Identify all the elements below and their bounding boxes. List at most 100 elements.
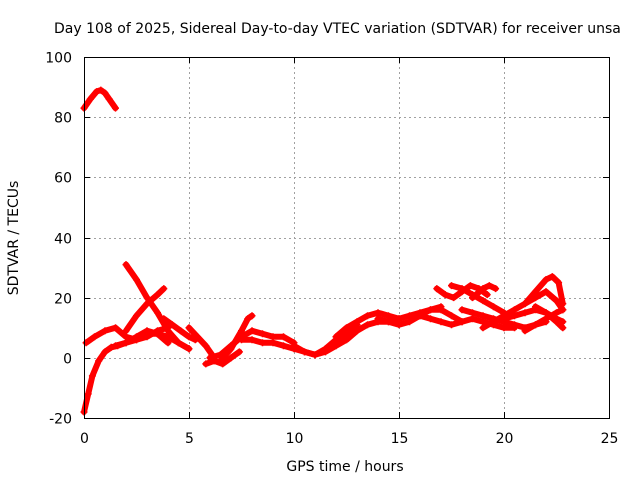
data-point <box>364 321 371 329</box>
data-point <box>122 339 130 347</box>
data-point <box>93 88 101 96</box>
series-arc-25 <box>532 303 567 332</box>
data-point <box>441 291 449 299</box>
data-point <box>301 348 308 356</box>
y-tick-label: 40 <box>54 232 72 248</box>
data-point <box>227 345 235 353</box>
data-point <box>280 333 287 341</box>
data-point <box>248 327 256 335</box>
series-arc-7 <box>160 315 199 344</box>
data-point <box>168 321 176 329</box>
series-arc-6 <box>122 285 168 335</box>
data-point <box>86 95 94 103</box>
data-point <box>95 357 103 365</box>
data-point <box>248 336 256 344</box>
data-point <box>202 360 210 368</box>
data-point <box>164 339 172 347</box>
data-point <box>122 333 130 341</box>
data-point <box>559 306 567 314</box>
data-point <box>112 324 119 332</box>
data-point <box>483 291 491 299</box>
data-point <box>259 330 266 338</box>
grid-lines <box>84 57 609 418</box>
data-point <box>458 285 466 293</box>
data-point <box>248 312 256 320</box>
data-point <box>238 327 245 335</box>
data-point <box>154 330 161 338</box>
data-point <box>143 327 151 335</box>
series-arc-1 <box>80 86 119 112</box>
data-point <box>500 315 508 323</box>
data-point <box>332 342 340 350</box>
data-point <box>374 309 382 317</box>
data-point <box>553 309 560 317</box>
data-point <box>353 327 361 335</box>
x-tick-label: 5 <box>185 431 194 447</box>
data-point <box>112 104 119 112</box>
data-point <box>416 312 424 320</box>
data-point <box>437 318 445 326</box>
data-point <box>322 348 329 356</box>
data-point <box>469 309 476 317</box>
axis-ticks <box>84 57 610 419</box>
y-tick-label: 20 <box>54 292 72 308</box>
data-point <box>235 348 243 356</box>
data-point <box>511 321 518 329</box>
y-tick-label: 60 <box>54 171 72 187</box>
data-point <box>427 315 434 323</box>
data-point <box>154 309 161 317</box>
data-point <box>548 273 556 281</box>
data-point <box>101 348 109 356</box>
data-point <box>559 300 567 308</box>
data-point <box>395 321 403 329</box>
y-tick-labels: -20 0 20 40 60 80 100 <box>45 51 72 428</box>
x-axis-label: GPS time / hours <box>286 459 403 475</box>
data-point <box>244 315 252 323</box>
data-point <box>122 261 130 269</box>
data-point <box>217 357 224 365</box>
data-point <box>185 324 193 332</box>
data-point <box>532 288 539 296</box>
data-point <box>542 309 550 317</box>
data-point <box>269 333 277 341</box>
data-point <box>433 285 441 293</box>
series-arc-8 <box>185 324 218 362</box>
data-point <box>164 327 172 335</box>
data-point <box>280 342 287 350</box>
data-point <box>238 336 245 344</box>
data-point <box>555 279 563 287</box>
data-point <box>185 345 193 353</box>
data-point <box>385 312 392 320</box>
data-point <box>437 306 445 314</box>
y-tick-label: 80 <box>54 111 72 127</box>
series-arc-11 <box>217 312 256 365</box>
data-point <box>500 324 508 332</box>
series-arc-20 <box>469 282 500 302</box>
data-point <box>406 312 413 320</box>
data-point <box>485 282 493 290</box>
data-point <box>542 288 550 296</box>
data-point <box>532 303 539 311</box>
data-point <box>101 89 109 97</box>
data-point <box>521 309 529 317</box>
data-point <box>133 276 140 284</box>
data-point <box>469 294 476 302</box>
data-point <box>479 297 487 305</box>
data-point <box>479 318 487 326</box>
data-point <box>521 300 529 308</box>
y-axis-label: SDTVAR / TECUs <box>6 181 22 296</box>
data-point <box>364 312 371 320</box>
data-point <box>105 95 113 103</box>
data-point <box>227 354 235 362</box>
data-point <box>88 372 96 380</box>
data-point <box>160 285 168 293</box>
series-arc-4 <box>112 327 172 350</box>
series-arc-5 <box>122 261 193 353</box>
data-point <box>511 306 518 314</box>
data-point <box>133 333 140 341</box>
x-tick-label: 0 <box>80 431 89 447</box>
data-point <box>202 342 210 350</box>
data-point <box>91 333 98 341</box>
data-point <box>311 351 319 359</box>
